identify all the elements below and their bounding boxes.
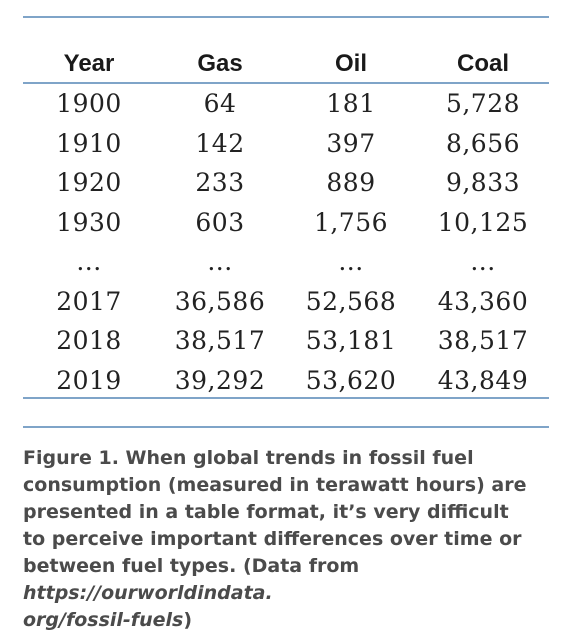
caption-line-1: Figure 1. When global trends in fossil f… (23, 447, 474, 469)
table-row: 2018 38,517 53,181 38,517 (23, 321, 549, 361)
cell-coal: ... (470, 247, 496, 277)
cell-gas: 64 (203, 89, 237, 119)
caption-top-rule (23, 426, 549, 428)
table-row: ............ (23, 242, 549, 282)
caption-line-4: to perceive important differences over t… (23, 528, 522, 550)
cell-oil: 889 (326, 168, 376, 198)
cell-gas: 603 (195, 207, 245, 237)
table-row: 1900 64 181 5,728 (23, 83, 549, 124)
table-row: 1920 233 889 9,833 (23, 163, 549, 203)
cell-gas: 142 (195, 128, 245, 158)
cell-coal: 38,517 (437, 326, 529, 356)
table-bottom-rule (23, 397, 549, 399)
cell-oil: 52,568 (305, 286, 397, 316)
figure-caption: Figure 1. When global trends in fossil f… (23, 445, 557, 634)
caption-line-5: between fuel types. (Data from (23, 555, 360, 577)
cell-gas: 39,292 (174, 365, 266, 395)
cell-gas: 233 (195, 168, 245, 198)
cell-coal: 9,833 (445, 168, 521, 198)
cell-coal: 8,656 (445, 128, 521, 158)
cell-coal: 43,849 (437, 365, 529, 395)
caption-line-3: presented in a table format, it’s very d… (23, 501, 509, 523)
table-header-row: Year Gas Oil Coal (23, 45, 549, 84)
cell-oil: 53,620 (305, 365, 397, 395)
cell-oil: 181 (326, 89, 376, 119)
cell-year: 1920 (56, 168, 122, 198)
cell-gas: 38,517 (174, 326, 266, 356)
caption-closing-paren: ) (183, 609, 192, 631)
cell-oil: ... (338, 247, 364, 277)
cell-oil: 1,756 (313, 207, 389, 237)
cell-coal: 10,125 (437, 207, 529, 237)
table-row: 2019 39,292 53,620 43,849 (23, 361, 549, 401)
table-row: 2017 36,586 52,568 43,360 (23, 282, 549, 322)
cell-gas: ... (207, 247, 233, 277)
cell-year: 2017 (56, 286, 122, 316)
cell-gas: 36,586 (174, 286, 266, 316)
table-row: 1910 142 397 8,656 (23, 124, 549, 164)
table-row: 1930 603 1,756 10,125 (23, 203, 549, 243)
cell-year: 1910 (56, 128, 122, 158)
caption-line-2: consumption (measured in terawatt hours)… (23, 474, 527, 496)
header-year: Year (23, 45, 155, 84)
cell-year: 2019 (56, 365, 122, 395)
header-gas: Gas (155, 45, 285, 84)
cell-year: 1930 (56, 207, 122, 237)
cell-oil: 53,181 (305, 326, 397, 356)
table-top-rule (23, 16, 549, 18)
cell-year: 1900 (56, 89, 122, 119)
header-oil: Oil (285, 45, 417, 84)
cell-coal: 43,360 (437, 286, 529, 316)
table-body: 1900 64 181 5,728 1910 142 397 8,656 1920 233 889 9… (23, 83, 549, 400)
cell-year: ... (76, 247, 102, 277)
data-source-link-part-1[interactable]: https://ourworldindata. (23, 582, 273, 604)
header-coal: Coal (417, 45, 549, 84)
data-source-link-part-2[interactable]: org/fossil-fuels (23, 609, 184, 631)
cell-coal: 5,728 (445, 89, 521, 119)
cell-oil: 397 (326, 128, 376, 158)
fossil-fuel-table: Year Gas Oil Coal 1900 64 181 5,728 1910 142 3… (23, 45, 549, 400)
cell-year: 2018 (56, 326, 122, 356)
